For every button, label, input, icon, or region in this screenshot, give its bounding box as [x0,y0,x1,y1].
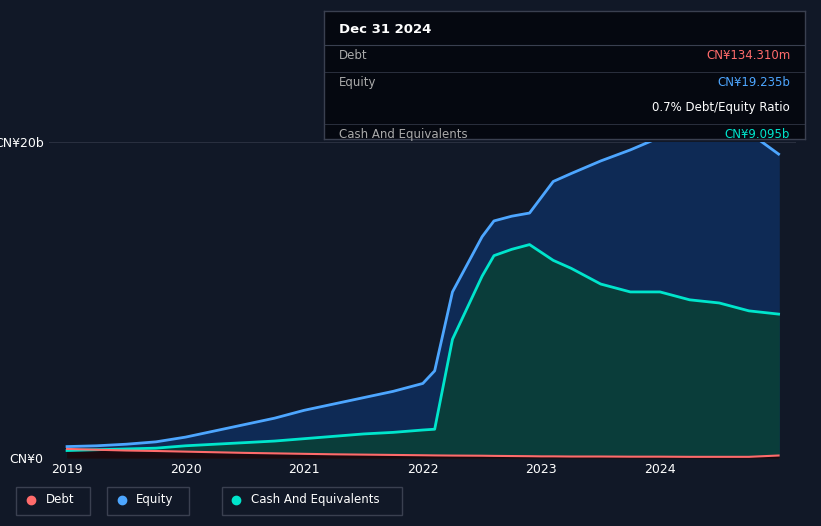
Text: Cash And Equivalents: Cash And Equivalents [251,493,380,506]
Text: CN¥134.310m: CN¥134.310m [706,49,790,62]
FancyBboxPatch shape [107,487,189,515]
Text: CN¥19.235b: CN¥19.235b [718,76,790,89]
Text: 0.7% Debt/Equity Ratio: 0.7% Debt/Equity Ratio [653,101,790,114]
FancyBboxPatch shape [222,487,402,515]
Text: CN¥9.095b: CN¥9.095b [725,128,790,141]
Text: Equity: Equity [339,76,376,89]
Text: Debt: Debt [46,493,75,506]
Text: Debt: Debt [339,49,367,62]
Text: Cash And Equivalents: Cash And Equivalents [339,128,467,141]
Text: Equity: Equity [136,493,174,506]
FancyBboxPatch shape [16,487,90,515]
Text: Dec 31 2024: Dec 31 2024 [339,23,431,36]
